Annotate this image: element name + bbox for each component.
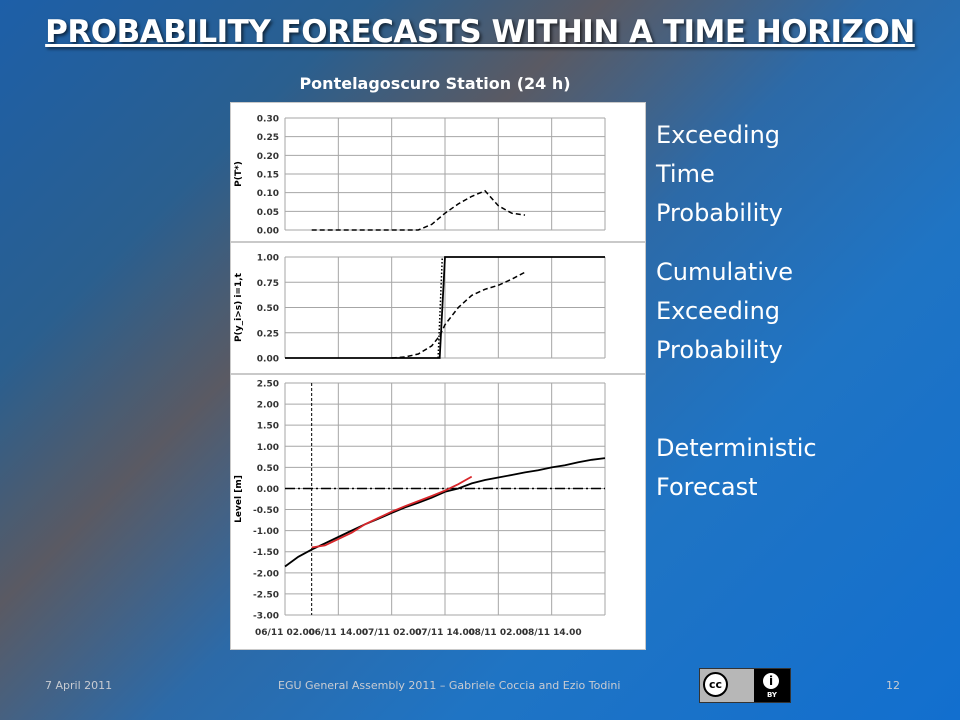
y-tick-label: -0.50 <box>253 506 279 516</box>
y-tick-label: 2.00 <box>257 401 279 411</box>
y-tick-label: -3.00 <box>253 612 279 622</box>
series-line-1 <box>284 457 606 568</box>
by-label: BY <box>766 691 778 699</box>
series-line-1 <box>285 256 605 359</box>
x-tick-label: 08/11 02.00 <box>468 628 528 638</box>
y-tick-label: 0.50 <box>257 304 279 314</box>
x-tick-label: 06/11 02.00 <box>255 628 315 638</box>
cc-icon: cc <box>703 672 728 697</box>
x-tick-label: 07/11 02.00 <box>362 628 422 638</box>
y-tick-label: 0.00 <box>257 485 279 495</box>
y-axis-label: P(T*) <box>234 161 244 187</box>
y-tick-label: 0.20 <box>257 152 279 162</box>
label-deterministic: Deterministic Forecast <box>656 429 896 507</box>
label-line: Deterministic <box>656 434 817 462</box>
series-line-2 <box>311 475 473 549</box>
y-tick-label: 1.00 <box>257 443 279 453</box>
label-line: Cumulative <box>656 258 793 286</box>
y-tick-label: -1.00 <box>253 527 279 537</box>
x-tick-label: 08/11 14.00 <box>522 628 582 638</box>
label-line: Probability <box>656 199 783 227</box>
cumulative-chart-panel: 1.00 0.75 0.50 0.25 0.00 P(y_i>s) i=1,t <box>230 242 646 374</box>
y-tick-label: 0.00 <box>257 227 279 237</box>
y-tick-label: -1.50 <box>253 548 279 558</box>
label-line: Time <box>656 160 715 188</box>
cc-license-badge[interactable]: cc i BY <box>699 668 791 703</box>
series-line-3 <box>391 271 526 359</box>
exceeding-time-chart: 0.30 0.25 0.20 0.15 0.10 0.05 0.00 P(T*) <box>234 115 606 237</box>
y-tick-label: 0.10 <box>257 189 279 199</box>
y-tick-label: 0.75 <box>257 279 279 289</box>
label-line: Forecast <box>656 473 758 501</box>
y-tick-label: -2.00 <box>253 569 279 579</box>
label-line: Exceeding <box>656 297 781 325</box>
chart-subtitle: Pontelagoscuro Station (24 h) <box>299 74 571 93</box>
footer-page-number: 12 <box>886 679 900 692</box>
y-tick-label: 0.30 <box>257 115 279 125</box>
y-tick-label: 0.50 <box>257 464 279 474</box>
y-tick-label: 0.15 <box>257 171 279 181</box>
y-tick-label: 1.00 <box>257 254 279 264</box>
y-tick-label: 1.50 <box>257 422 279 432</box>
footer-date: 7 April 2011 <box>45 679 113 692</box>
x-tick-label: 06/11 14.00 <box>308 628 368 638</box>
y-tick-label: 0.05 <box>257 208 279 218</box>
footer-credit: EGU General Assembly 2011 – Gabriele Coc… <box>278 679 621 692</box>
y-axis-label: P(y_i>s) i=1,t <box>234 272 244 342</box>
x-tick-label: 07/11 14.00 <box>415 628 475 638</box>
y-axis-label: Level [m] <box>234 475 244 523</box>
label-line: Exceeding <box>656 121 781 149</box>
y-tick-label: 0.25 <box>257 329 279 339</box>
deterministic-chart: 2.50 2.00 1.50 1.00 0.50 0.00 -0.50 -1.00 -1.50 -… <box>234 380 606 638</box>
label-cumulative: Cumulative Exceeding Probability <box>656 253 896 370</box>
label-exceeding-time: Exceeding Time Probability <box>656 116 896 233</box>
attribution-icon: i <box>761 671 781 691</box>
series-line-2 <box>437 256 444 359</box>
label-line: Probability <box>656 336 783 364</box>
exceeding-time-chart-panel: 0.30 0.25 0.20 0.15 0.10 0.05 0.00 P(T*) <box>230 102 646 242</box>
series-line-1 <box>311 189 526 231</box>
y-tick-label: -2.50 <box>253 590 279 600</box>
deterministic-chart-panel: 2.50 2.00 1.50 1.00 0.50 0.00 -0.50 -1.00 -1.50 -… <box>230 374 646 650</box>
y-tick-label: 2.50 <box>257 380 279 390</box>
y-tick-label: 0.00 <box>257 355 279 365</box>
cumulative-chart: 1.00 0.75 0.50 0.25 0.00 P(y_i>s) i=1,t <box>234 254 606 365</box>
y-tick-label: 0.25 <box>257 133 279 143</box>
slide-title: PROBABILITY FORECASTS WITHIN A TIME HORI… <box>45 14 915 50</box>
